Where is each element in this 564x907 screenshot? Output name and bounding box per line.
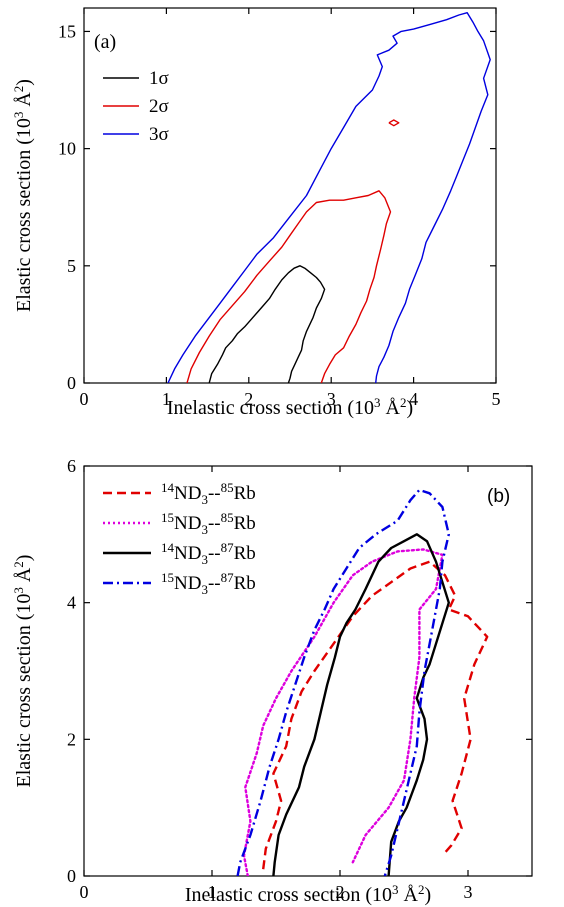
panel-a: 0 1 2 3 4 5 0 5 10 15 Inelastic cross section (103…: [11, 7, 501, 419]
series-line-2: [272, 533, 450, 876]
plot-frame: [83, 465, 533, 877]
legend-label: 2σ: [149, 96, 169, 117]
y-tick-label: 0: [67, 373, 76, 393]
y-tick-label: 10: [58, 139, 76, 159]
legend-label: 1σ: [149, 68, 169, 89]
series-line-3: [388, 119, 400, 127]
y-axis-title: Elastic cross section (103 Å2): [11, 79, 35, 312]
x-tick-label: 4: [409, 389, 418, 409]
x-tick-label: 2: [336, 882, 345, 902]
legend-label: 3σ: [149, 124, 169, 145]
x-tick-label: 5: [492, 389, 501, 409]
x-tick-label: 2: [244, 389, 253, 409]
x-axis-title: Inelastic cross section (103 Å2): [167, 395, 413, 419]
series-line-3: [236, 488, 450, 876]
y-tick-label: 0: [67, 866, 76, 886]
series-line-2: [167, 12, 491, 383]
y-tick-label: 4: [67, 593, 76, 613]
legend-label: 15ND3--87Rb: [161, 570, 256, 597]
y-tick-label: 5: [67, 256, 76, 276]
x-axis-title: Inelastic cross section (103 Å2): [185, 882, 431, 906]
legend-label: 14ND3--87Rb: [161, 540, 256, 567]
legend-label: 15ND3--85Rb: [161, 510, 256, 537]
y-tick-label: 15: [58, 21, 76, 41]
series-line-0: [262, 560, 489, 870]
series-line-0: [208, 265, 326, 383]
y-axis-title: Elastic cross section (103 Å2): [11, 555, 35, 788]
series-line-1: [186, 190, 392, 383]
panel-label: (a): [94, 31, 116, 53]
x-tick-label: 1: [162, 389, 171, 409]
x-tick-label: 0: [80, 882, 89, 902]
x-tick-label: 1: [208, 882, 217, 902]
x-tick-label: 3: [327, 389, 336, 409]
plot-frame: [83, 7, 497, 384]
x-tick-label: 3: [464, 882, 473, 902]
panel-label: (b): [487, 486, 510, 507]
y-tick-label: 6: [67, 456, 76, 476]
x-tick-label: 0: [80, 389, 89, 409]
legend-label: 14ND3--85Rb: [161, 480, 256, 507]
panel-b: 0 1 2 3 0 2 4 6 Inelastic cross section (103 Å2)…: [11, 456, 533, 906]
y-tick-label: 2: [67, 729, 76, 749]
